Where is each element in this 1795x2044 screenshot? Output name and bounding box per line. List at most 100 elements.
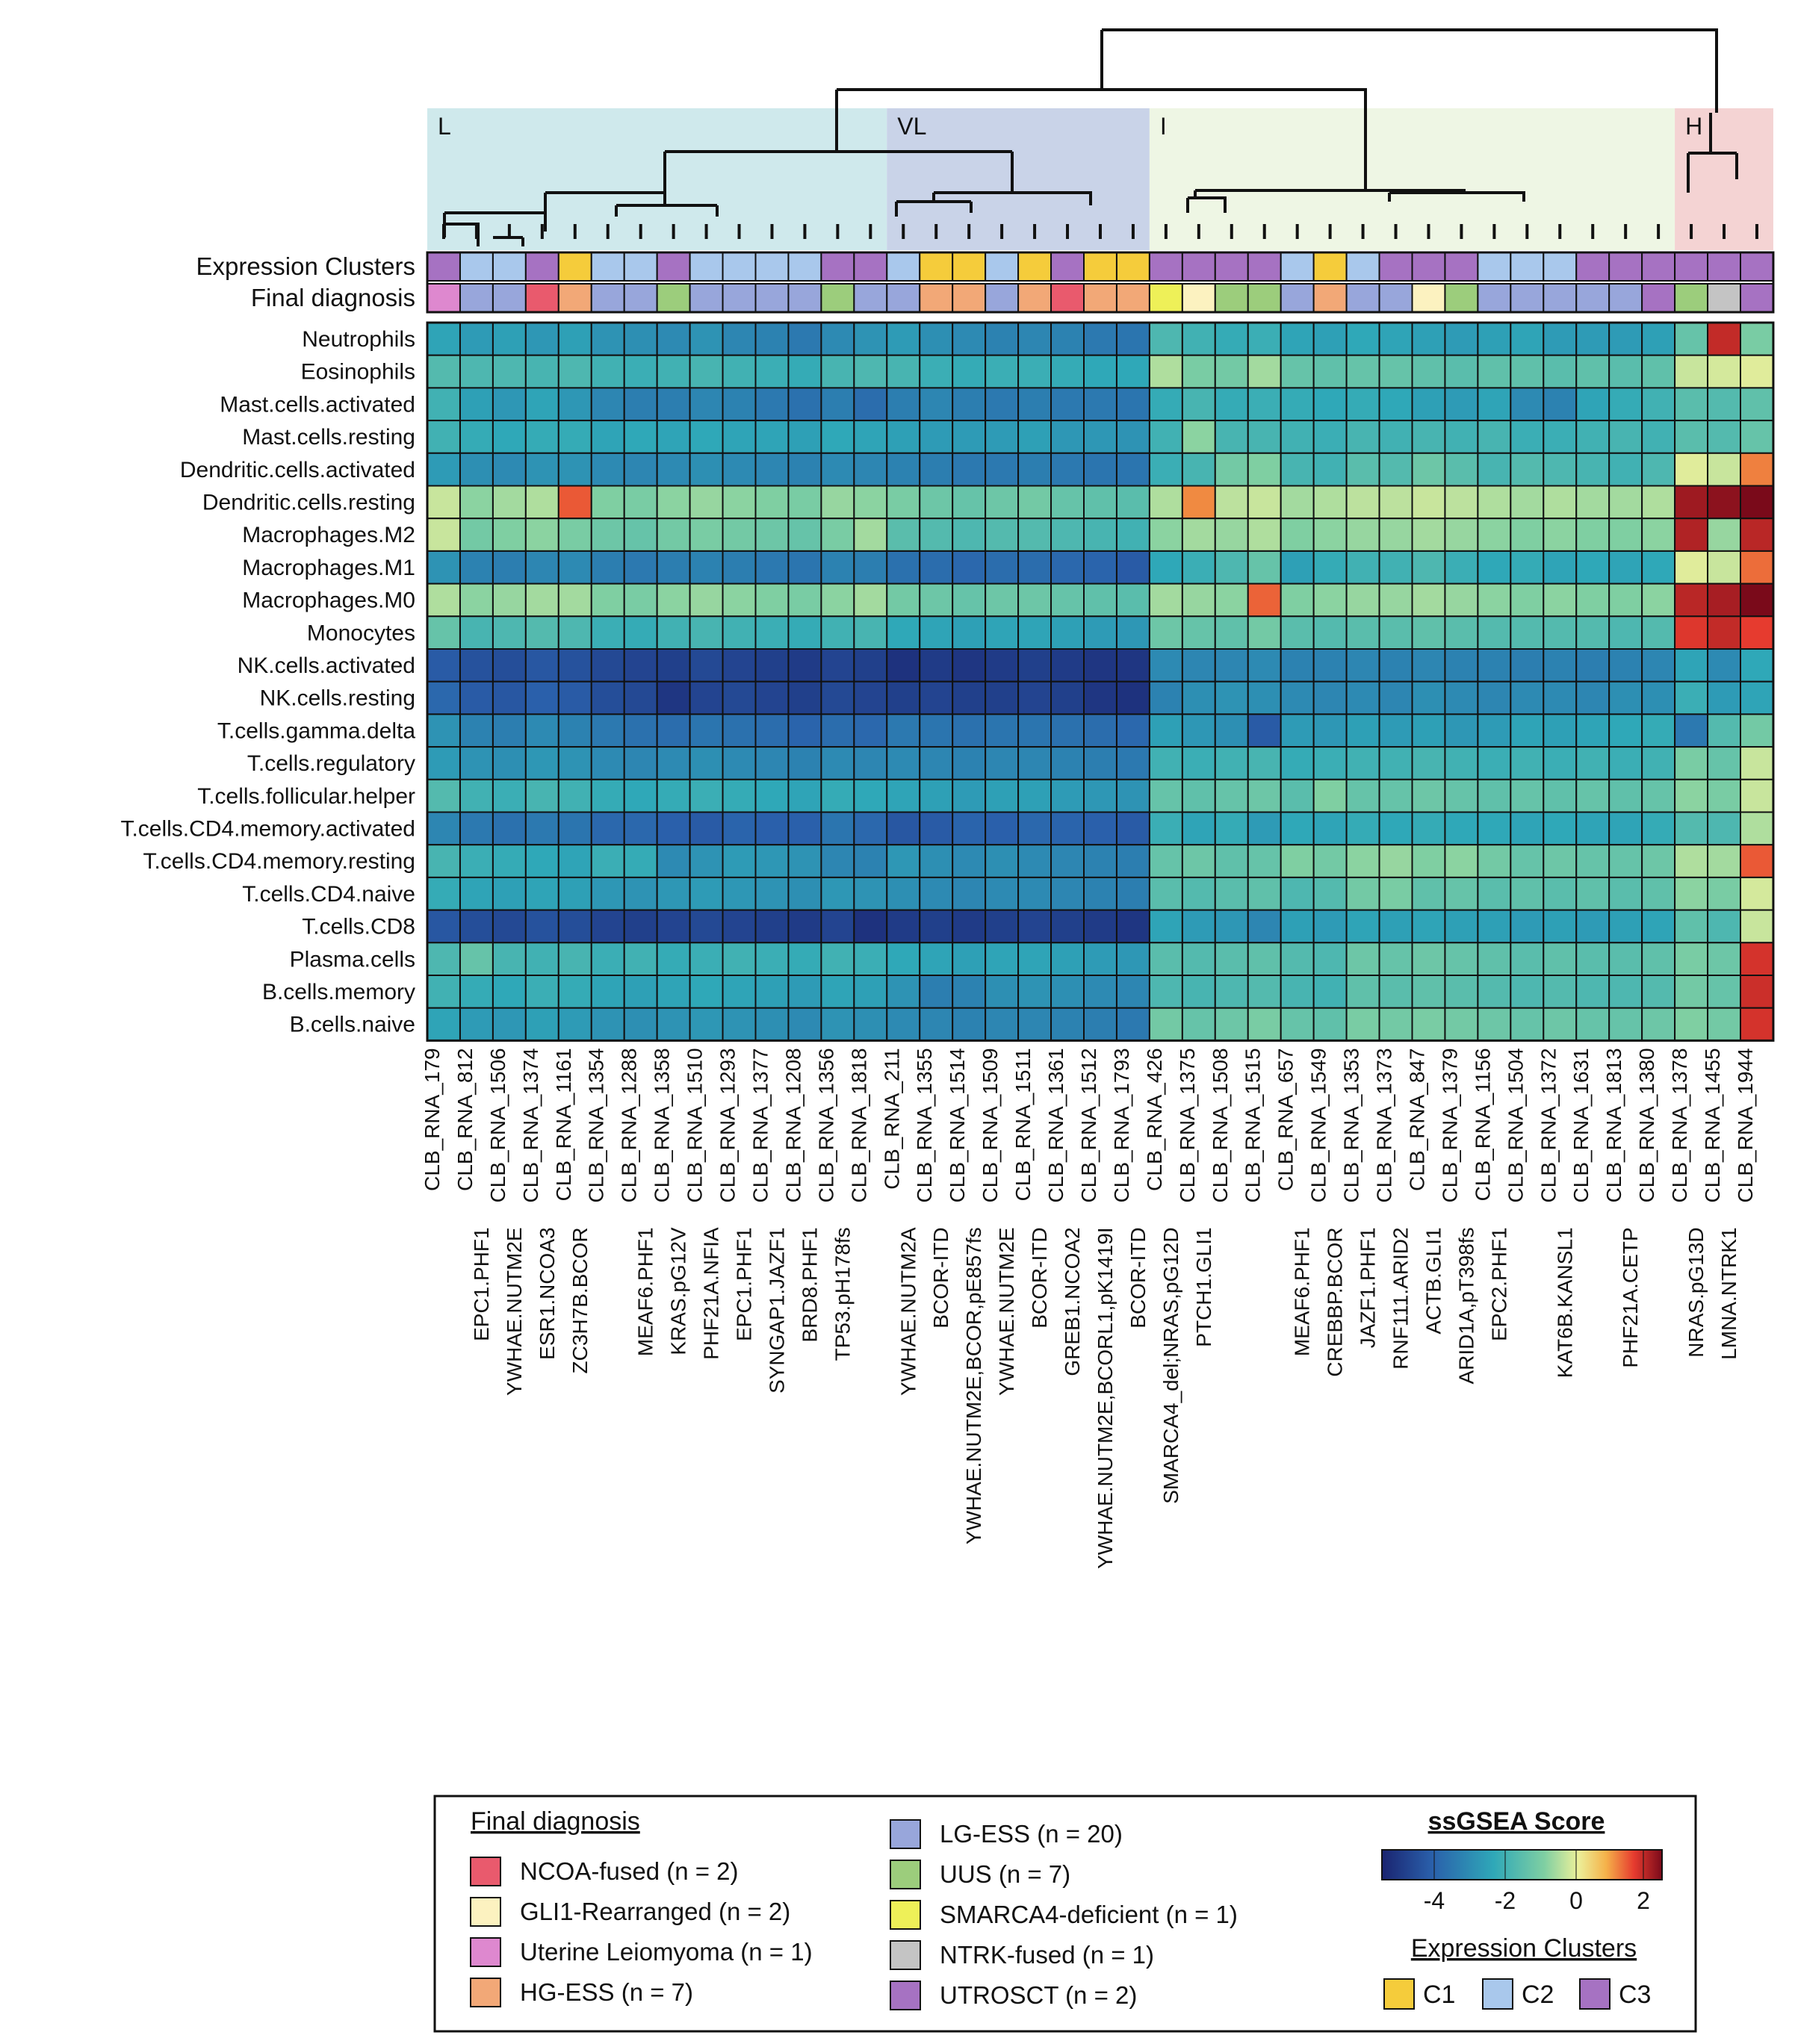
heatmap-cell <box>1641 322 1676 356</box>
heatmap-cell <box>656 844 691 878</box>
heatmap-cell <box>427 550 461 585</box>
row-label: Eosinophils <box>301 360 415 385</box>
heatmap-cell <box>1608 648 1643 683</box>
heatmap-cell <box>557 909 592 944</box>
heatmap-cell <box>1280 452 1315 487</box>
heatmap-cell <box>985 975 1020 1009</box>
column-sublabel: YWHAE.NUTM2E <box>995 1227 1018 1396</box>
colorbar-tick-label: 2 <box>1637 1887 1650 1914</box>
heatmap-cell <box>524 713 559 748</box>
heatmap-cell <box>1247 942 1282 977</box>
heatmap-cell <box>656 778 691 813</box>
heatmap-cell <box>1740 1007 1774 1042</box>
heatmap-cell <box>590 746 625 780</box>
heatmap-cell <box>590 583 625 618</box>
column-label: CLB_RNA_179 <box>421 1048 444 1190</box>
column-label: CLB_RNA_1514 <box>946 1048 969 1202</box>
heatmap-cell <box>459 354 494 389</box>
heatmap-cell <box>1740 583 1774 618</box>
heatmap-cell <box>1411 1007 1446 1042</box>
heatmap-cell <box>1148 420 1183 454</box>
heatmap-cell <box>427 452 461 487</box>
heatmap-cell <box>1707 518 1742 552</box>
heatmap-cell <box>1707 387 1742 422</box>
heatmap-cell <box>1050 550 1085 585</box>
heatmap-cell <box>1115 811 1150 846</box>
heatmap-cell <box>689 648 724 683</box>
column-label: CLB_RNA_1509 <box>979 1048 1002 1202</box>
expression-cluster-cell <box>1543 252 1578 282</box>
heatmap-cell <box>853 680 888 715</box>
column-label: CLB_RNA_1374 <box>519 1048 542 1202</box>
final-diagnosis-cell <box>1214 283 1249 313</box>
heatmap-cell <box>1247 713 1282 748</box>
heatmap-cell <box>985 1007 1020 1042</box>
heatmap-cell <box>590 387 625 422</box>
row-label: Plasma.cells <box>290 947 415 972</box>
heatmap-cell <box>1543 452 1578 487</box>
heatmap-cell <box>1312 778 1348 813</box>
heatmap-cell <box>919 680 954 715</box>
heatmap-cell <box>656 550 691 585</box>
legend-swatch <box>890 1981 921 2010</box>
heatmap-cell <box>1378 452 1413 487</box>
final-diagnosis-cell <box>1543 283 1578 313</box>
heatmap-cell <box>1214 876 1249 911</box>
heatmap-cell <box>492 1007 527 1042</box>
heatmap-cell <box>492 844 527 878</box>
heatmap-cell <box>919 420 954 454</box>
heatmap-cell <box>787 354 822 389</box>
heatmap-cell <box>1608 713 1643 748</box>
heatmap-cell <box>524 322 559 356</box>
heatmap-cell <box>1214 387 1249 422</box>
heatmap-cell <box>557 811 592 846</box>
heatmap-cell <box>1247 778 1282 813</box>
heatmap-cell <box>1378 518 1413 552</box>
heatmap-cell <box>557 518 592 552</box>
heatmap-cell <box>1247 648 1282 683</box>
heatmap-cell <box>1740 713 1774 748</box>
heatmap-cell <box>1214 420 1249 454</box>
heatmap-cell <box>623 420 658 454</box>
heatmap-cell <box>1477 778 1512 813</box>
heatmap-cell <box>1181 322 1216 356</box>
heatmap-cell <box>459 909 494 944</box>
heatmap-cell <box>1214 615 1249 650</box>
heatmap-cell <box>1510 648 1545 683</box>
heatmap-cell <box>754 648 790 683</box>
heatmap-cell <box>952 485 987 520</box>
heatmap-cell <box>1247 975 1282 1009</box>
heatmap-cell <box>1608 322 1643 356</box>
heatmap-cell <box>1411 778 1446 813</box>
heatmap-cell <box>985 550 1020 585</box>
heatmap-cell <box>787 615 822 650</box>
heatmap-cell <box>1017 1007 1052 1042</box>
heatmap-cell <box>1444 322 1479 356</box>
heatmap-cell <box>557 1007 592 1042</box>
row-label: B.cells.naive <box>290 1013 415 1037</box>
heatmap-cell <box>1017 778 1052 813</box>
heatmap-cell <box>853 746 888 780</box>
heatmap-cell <box>557 322 592 356</box>
heatmap-cell <box>787 518 822 552</box>
heatmap-cell <box>919 713 954 748</box>
heatmap-cell <box>590 452 625 487</box>
column-sublabel: ARID1A,pT398fs <box>1454 1227 1478 1384</box>
heatmap-cell <box>1050 648 1085 683</box>
legend-entry: SMARCA4-deficient (n = 1) <box>940 1901 1238 1928</box>
heatmap-cell <box>1575 844 1610 878</box>
expression-cluster-cell <box>1083 252 1117 282</box>
heatmap-cell <box>459 1007 494 1042</box>
heatmap-cell <box>524 746 559 780</box>
heatmap-cell <box>1247 354 1282 389</box>
expression-cluster-cell <box>1411 252 1446 282</box>
heatmap-cell <box>459 811 494 846</box>
heatmap-cell <box>1575 354 1610 389</box>
heatmap-cell <box>1214 485 1249 520</box>
heatmap-cell <box>853 648 888 683</box>
column-sublabel: SYNGAP1.JAZF1 <box>765 1227 788 1394</box>
column-label: CLB_RNA_847 <box>1405 1048 1428 1190</box>
heatmap-cell <box>952 1007 987 1042</box>
group-band-I <box>1149 108 1675 250</box>
heatmap-cell <box>919 778 954 813</box>
